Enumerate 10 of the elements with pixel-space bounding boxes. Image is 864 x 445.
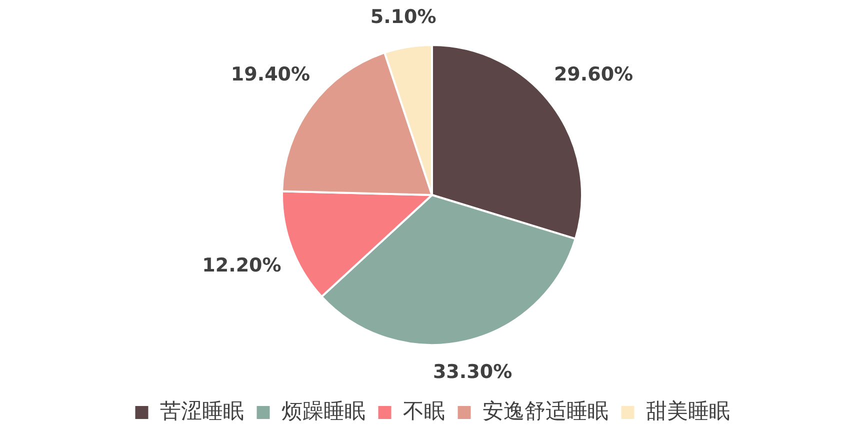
data-label: 33.30% xyxy=(432,360,512,383)
data-label: 5.10% xyxy=(370,6,436,28)
data-label: 19.40% xyxy=(230,63,310,86)
legend-label: 安逸舒适睡眠 xyxy=(482,398,608,423)
legend-label: 苦涩睡眠 xyxy=(160,398,244,423)
legend-label: 甜美睡眠 xyxy=(646,398,730,423)
data-label: 29.60% xyxy=(554,63,634,86)
legend-label: 不眠 xyxy=(402,398,445,423)
data-label: 12.20% xyxy=(202,254,282,276)
legend-label: 烦躁睡眠 xyxy=(281,398,366,423)
